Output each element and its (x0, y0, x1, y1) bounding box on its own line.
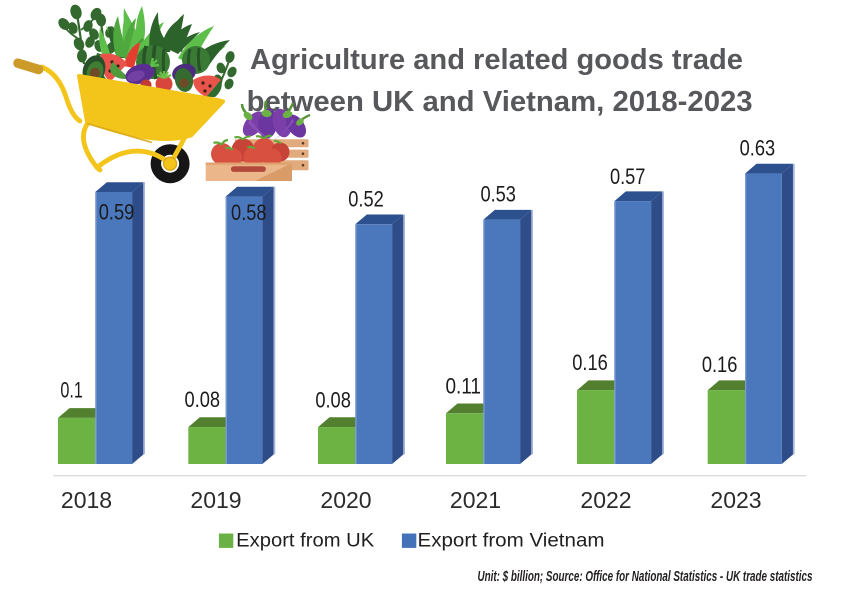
svg-text:0.11: 0.11 (445, 373, 481, 398)
svg-text:Agriculture and related goods: Agriculture and related goods trade (250, 44, 743, 76)
svg-text:0.1: 0.1 (60, 377, 83, 402)
svg-text:0.59: 0.59 (99, 199, 135, 224)
svg-text:2022: 2022 (580, 487, 631, 513)
svg-text:0.53: 0.53 (480, 181, 516, 206)
svg-text:0.52: 0.52 (348, 187, 384, 212)
svg-text:2018: 2018 (61, 487, 112, 513)
svg-text:Unit: $ billion; Source: Offic: Unit: $ billion; Source: Office for Nati… (478, 569, 813, 585)
svg-text:0.57: 0.57 (610, 164, 646, 189)
svg-text:Export from UK: Export from UK (236, 530, 374, 551)
svg-text:Export from Vietnam: Export from Vietnam (418, 530, 605, 551)
svg-text:2023: 2023 (710, 487, 761, 513)
svg-text:0.08: 0.08 (315, 387, 351, 412)
svg-text:0.16: 0.16 (702, 352, 738, 377)
svg-text:2019: 2019 (190, 487, 241, 513)
svg-text:2021: 2021 (450, 487, 501, 513)
svg-text:2020: 2020 (320, 487, 371, 513)
svg-text:0.63: 0.63 (740, 136, 776, 161)
svg-text:between UK and Vietnam, 2018-2: between UK and Vietnam, 2018-2023 (247, 86, 753, 118)
svg-text:0.16: 0.16 (572, 350, 608, 375)
svg-text:0.58: 0.58 (231, 200, 267, 225)
svg-text:0.08: 0.08 (185, 387, 221, 412)
